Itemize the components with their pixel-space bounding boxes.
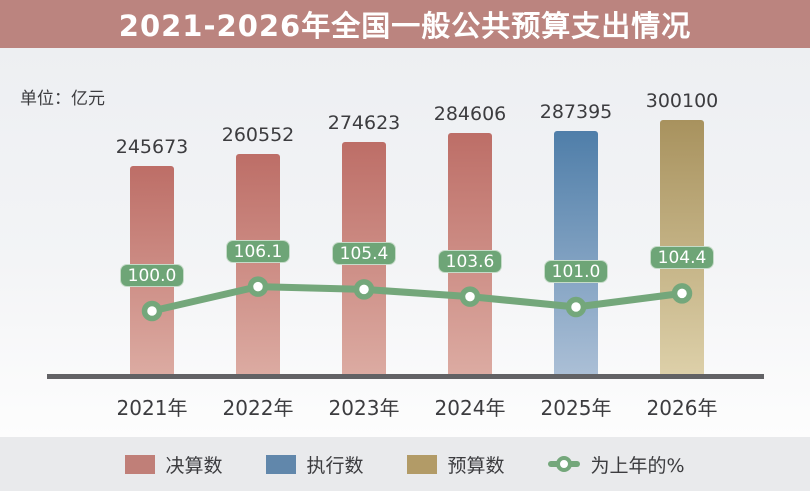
bar-value-label: 300100 [645, 90, 719, 112]
legend-swatch-final [125, 454, 156, 474]
bar-value-label: 287395 [539, 101, 613, 123]
percent-label: 106.1 [226, 239, 290, 263]
bar-2025年 [554, 131, 598, 375]
legend-item-预算数: 预算数 [407, 451, 504, 478]
bar-value-label: 245673 [115, 136, 189, 158]
percent-label: 105.4 [332, 242, 396, 266]
legend-swatch-exec [266, 454, 297, 474]
x-axis-label: 2021年 [116, 396, 188, 420]
x-axis-label: 2024年 [434, 396, 506, 420]
percent-label: 103.6 [438, 249, 502, 273]
percent-label: 104.4 [650, 246, 714, 270]
x-axis-label: 2025年 [540, 396, 612, 420]
legend-label: 预算数 [447, 454, 505, 477]
x-axis-line [47, 374, 764, 379]
x-axis-label: 2023年 [328, 396, 400, 420]
title-bar: 2021-2026年全国一般公共预算支出情况 [0, 0, 810, 48]
legend-item-为上年的%: 为上年的% [548, 451, 685, 478]
marker-ring [556, 456, 573, 472]
x-axis-label: 2022年 [222, 396, 294, 420]
bar-value-label: 274623 [327, 112, 401, 134]
legend-item-执行数: 执行数 [266, 451, 363, 478]
percent-label: 101.0 [544, 260, 608, 283]
bar-value-label: 260552 [221, 124, 295, 146]
line-marker-icon [548, 455, 581, 473]
legend-label: 执行数 [306, 454, 364, 477]
chart-title: 2021-2026年全国一般公共预算支出情况 [118, 9, 692, 43]
unit-label: 单位：亿元 [20, 89, 105, 109]
bar-value-label: 284606 [433, 103, 507, 125]
legend: 决算数 执行数 预算数 为上年的% [0, 437, 810, 491]
legend-label: 决算数 [165, 454, 223, 477]
legend-swatch-budget [407, 454, 438, 474]
legend-item-决算数: 决算数 [125, 451, 222, 478]
legend-label: 为上年的% [590, 454, 685, 477]
x-axis-label: 2026年 [646, 396, 718, 420]
percent-label: 100.0 [120, 264, 184, 287]
bar-2022年 [236, 154, 280, 375]
